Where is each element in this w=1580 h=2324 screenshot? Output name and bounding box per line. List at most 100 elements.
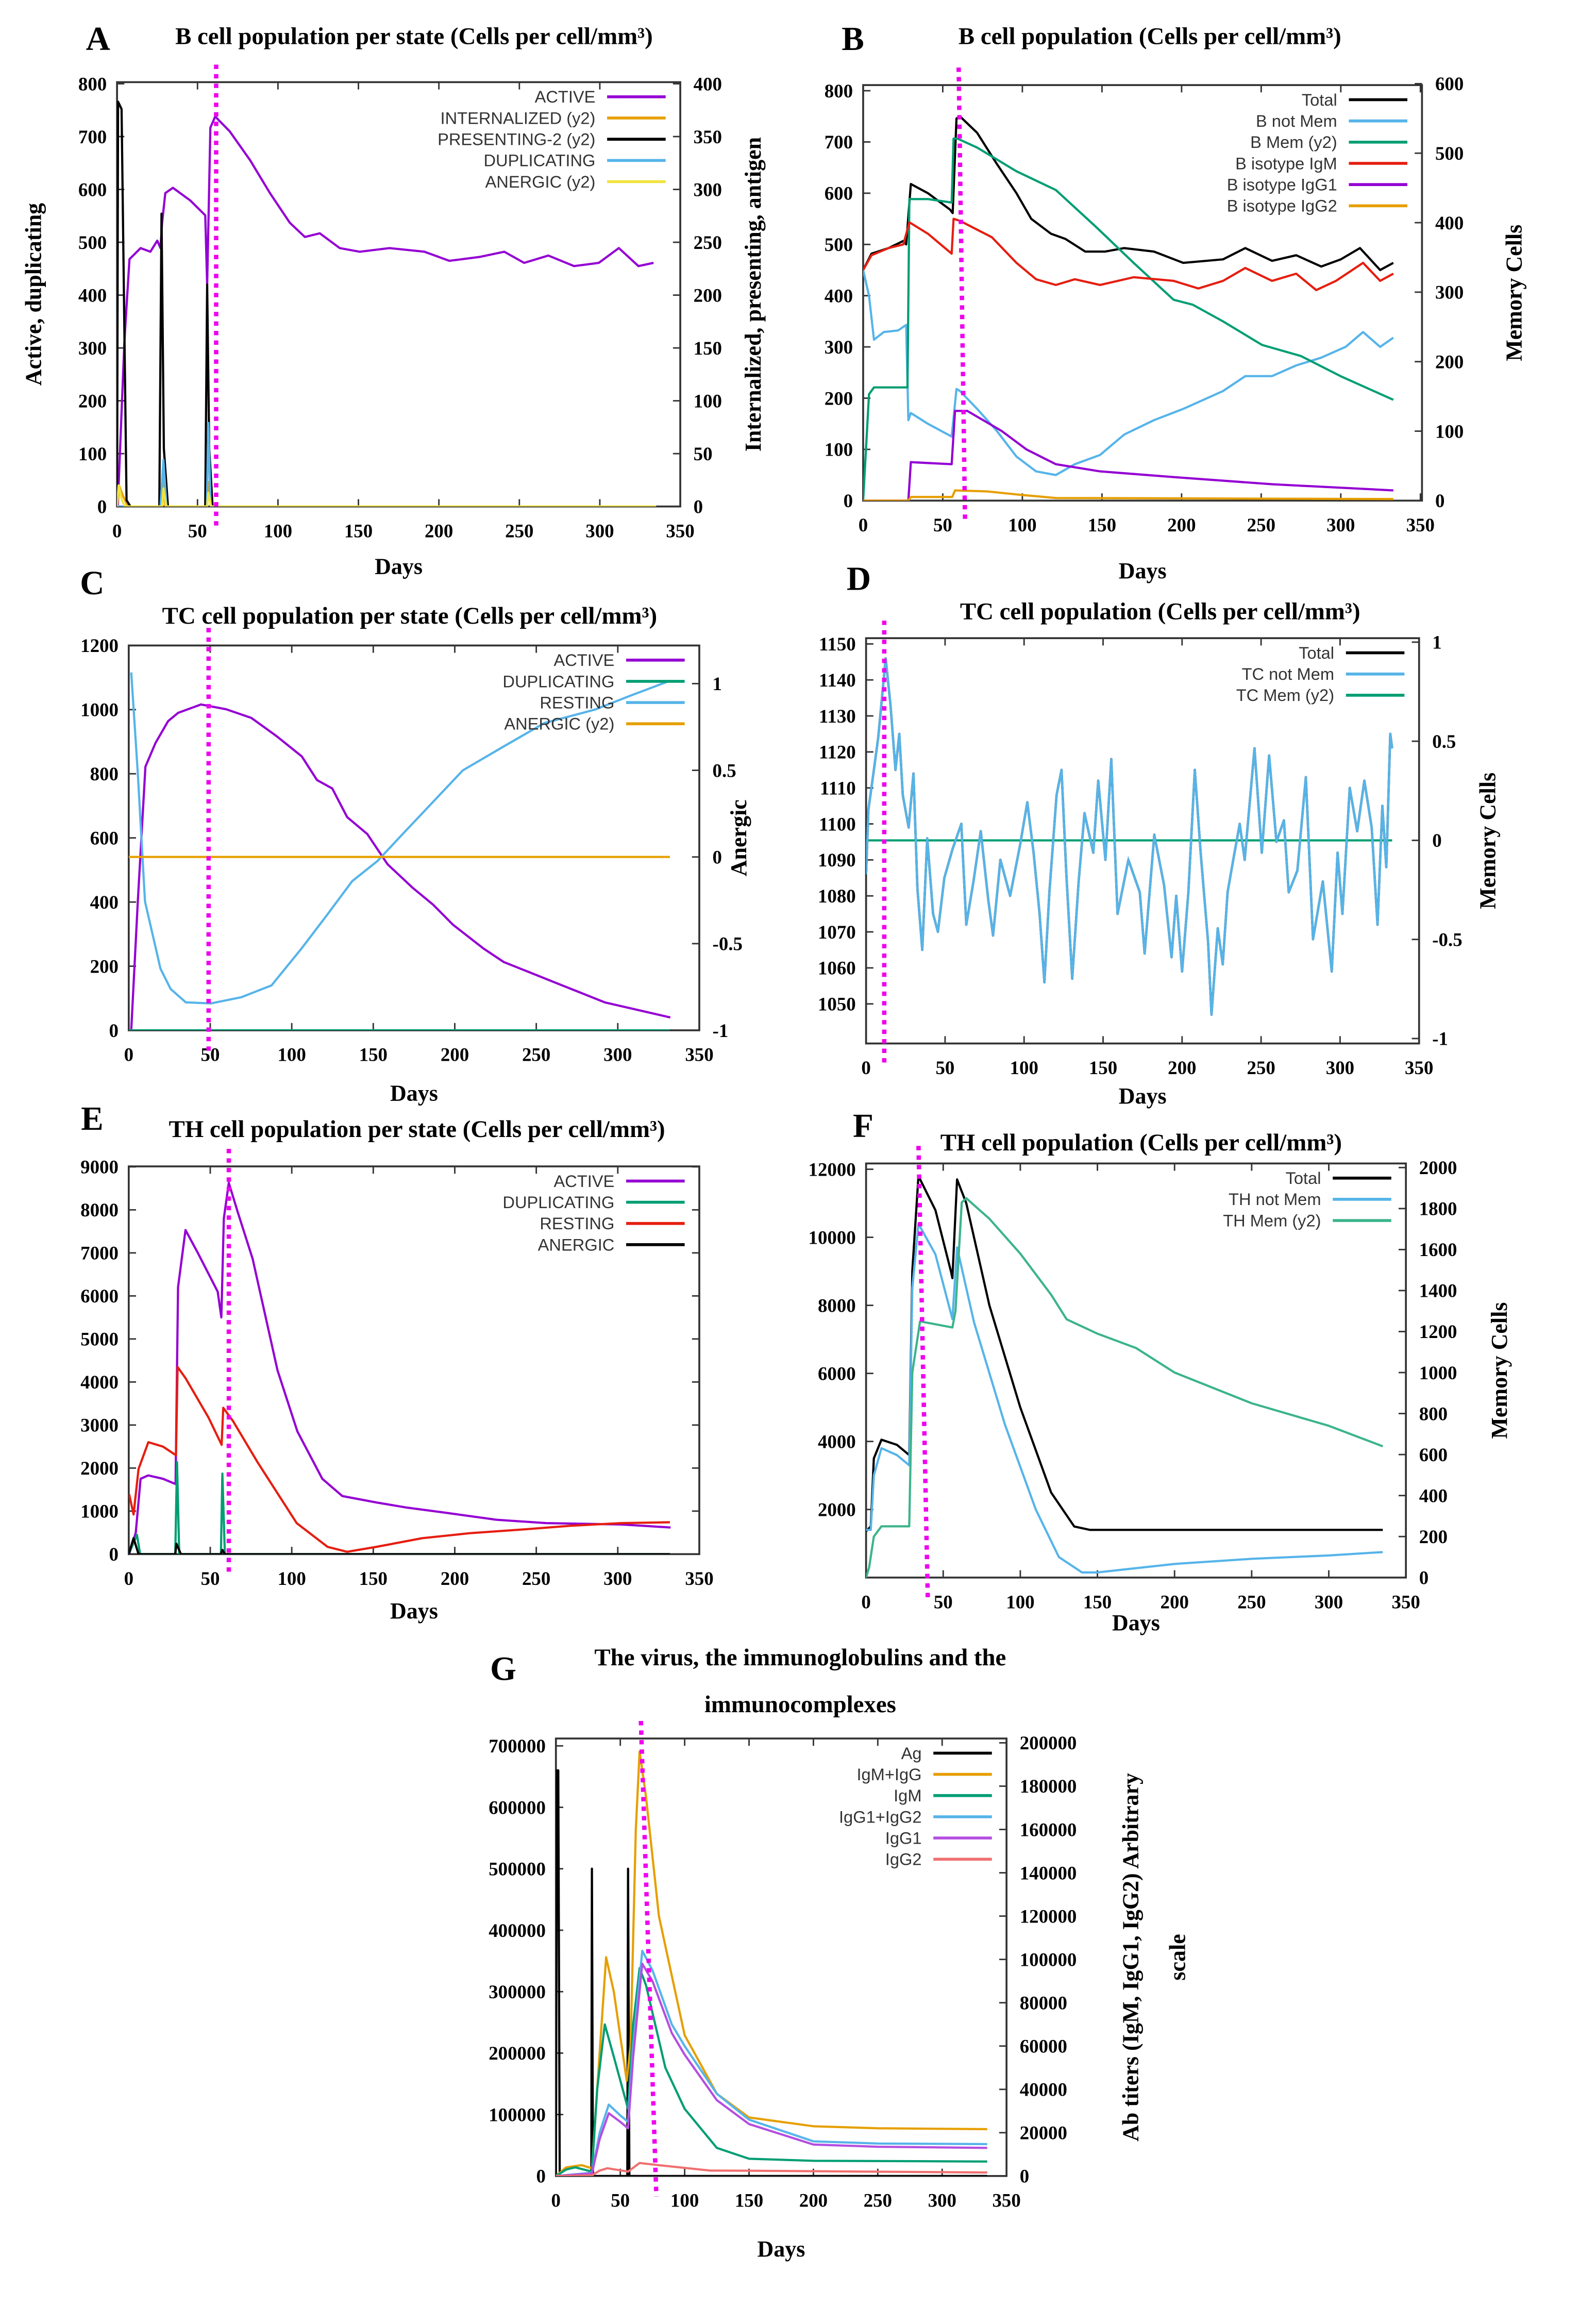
y-tick-label: 700 [78,126,107,147]
x-tick-label: 200 [441,1044,469,1065]
plot-frame [865,1162,1407,1579]
y-tick-label: 600 [90,827,119,848]
legend-label: B isotype IgG2 [1227,196,1337,215]
chart-title: B cell population per state (Cells per c… [175,23,653,50]
y-tick-label: 1090 [818,849,856,871]
series-line-presenting-2-y2- [117,101,657,507]
marker-dotted-line [916,1146,930,1598]
plot-frame [862,84,1423,502]
x-tick-label: 250 [864,2189,892,2211]
y-axis-label: Active, duplicating [21,203,46,386]
y2-tick-label: 20000 [1020,2122,1067,2144]
y2-tick-label: 2000 [1419,1157,1457,1178]
legend-label: ANERGIC (y2) [504,714,614,733]
x-tick-label: 200 [799,2189,828,2211]
legend-label: TH not Mem [1229,1190,1321,1209]
y-tick-label: 600 [825,183,853,204]
x-tick-label: 300 [603,1568,632,1589]
y-tick-label: 0 [97,496,107,517]
y-tick-label: 300 [78,338,107,359]
chart-title: B cell population (Cells per cell/mm³) [959,23,1341,50]
y-tick-label: 1150 [819,633,856,655]
y2-tick-label: 0.5 [1432,731,1456,752]
y2-tick-label: 800 [1419,1403,1448,1424]
y-tick-label: 0 [109,1020,118,1041]
x-tick-label: 200 [1168,1057,1196,1078]
y2-tick-label: 180000 [1020,1776,1077,1797]
chart-title: The virus, the immunoglobulins and the [594,1644,1006,1671]
series-line-b-isotype-igm [863,218,1394,291]
plot-frame [554,1737,1008,2177]
legend-label: IgG1 [885,1828,922,1847]
chart-panel-A: A B cell population per state (Cells per … [21,21,766,579]
y-tick-label: 100 [78,443,107,464]
y-tick-label: 100000 [489,2104,546,2125]
y2-tick-label: 60000 [1020,2035,1067,2057]
y2-axis-label: scale [1165,1934,1190,1980]
legend-label: Total [1302,90,1337,109]
x-tick-label: 200 [1167,514,1196,536]
y-tick-label: 500000 [489,1859,546,1880]
chart-title: immunocomplexes [704,1691,896,1718]
y-tick-label: 12000 [809,1159,856,1180]
y-tick-label: 800 [825,80,853,102]
series-line-duplicating [128,1461,670,1554]
y-tick-label: 600000 [489,1797,546,1818]
y-tick-label: 500 [825,234,853,255]
x-tick-label: 50 [188,520,207,541]
plot-frame [116,81,681,508]
y-tick-label: 800 [90,763,119,784]
x-tick-label: 250 [1247,1057,1275,1078]
y-tick-label: 4000 [80,1372,119,1393]
chart-title: TH cell population per state (Cells per … [169,1116,665,1143]
x-tick-label: 150 [344,520,373,541]
y2-tick-label: 1 [1432,632,1441,653]
y2-tick-label: 140000 [1020,1862,1077,1883]
series-line-igm-igg [556,1750,987,2176]
x-tick-label: 0 [112,520,122,541]
series-line-igg1-igg2 [556,1949,987,2176]
x-axis-label: Days [1112,1610,1160,1635]
x-tick-label: 100 [670,2189,699,2211]
x-tick-label: 0 [861,1591,870,1612]
x-tick-label: 100 [277,1568,306,1589]
x-axis-label: Days [1119,558,1167,583]
y2-tick-label: 200 [1419,1526,1448,1547]
x-tick-label: 0 [124,1568,133,1589]
chart-panel-B: B B cell population (Cells per cell/mm³) 0… [825,21,1527,583]
y2-tick-label: 100 [1435,421,1464,442]
series-line-ag [556,1769,987,2176]
x-tick-label: 350 [685,1568,713,1589]
y2-tick-label: 1200 [1419,1321,1457,1342]
y-tick-label: 200000 [489,2043,546,2064]
legend-label: IgG2 [885,1850,922,1869]
legend-label: Total [1286,1168,1321,1188]
legend-label: B not Mem [1256,111,1337,130]
y2-tick-label: 350 [694,126,722,147]
x-tick-label: 300 [585,520,614,541]
y-tick-label: 400 [78,285,107,306]
x-tick-label: 50 [201,1568,220,1589]
y2-tick-label: 500 [1435,143,1464,164]
y2-tick-label: 600 [1419,1444,1448,1465]
x-tick-label: 350 [992,2189,1020,2211]
y2-tick-label: 200000 [1020,1732,1077,1753]
y-tick-label: 300000 [489,1981,546,2002]
x-tick-label: 50 [935,1057,954,1078]
x-axis-label: Days [758,2236,805,2262]
legend-label: ACTIVE [553,1172,614,1191]
y-tick-label: 1200 [80,635,119,656]
y-tick-label: 100 [825,439,853,460]
x-tick-label: 350 [1392,1591,1420,1612]
y2-axis-label: Memory Cells [1501,225,1526,361]
legend-label: IgG1+IgG2 [839,1807,922,1826]
y-tick-label: 9000 [80,1157,119,1178]
x-tick-label: 50 [933,514,952,536]
chart-title: TH cell population (Cells per cell/mm³) [940,1129,1342,1156]
x-tick-label: 300 [603,1044,632,1065]
y-tick-label: 6000 [80,1285,119,1307]
y2-tick-label: 50 [694,443,713,464]
y-tick-label: 1100 [819,813,856,834]
series-line-th-mem-y2- [866,1197,1384,1578]
x-tick-label: 250 [1247,514,1275,536]
